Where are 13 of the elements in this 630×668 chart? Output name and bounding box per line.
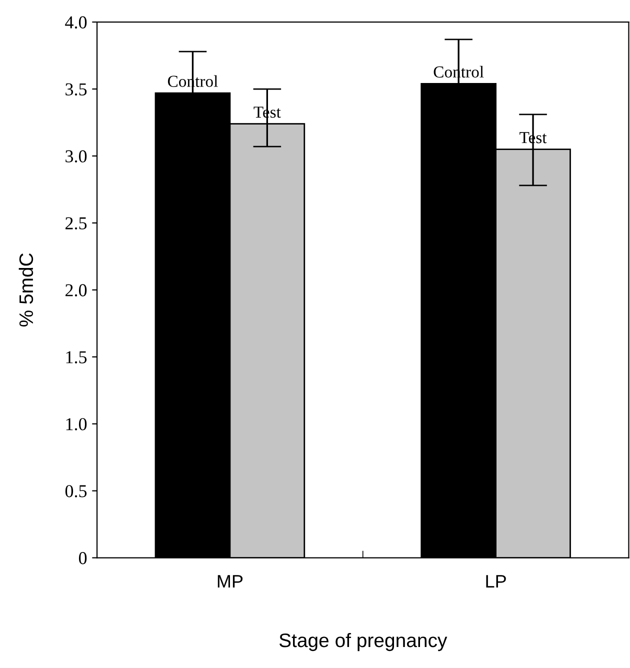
y-tick-label: 0 — [78, 552, 87, 564]
y-tick-label: 3.5 — [66, 83, 87, 96]
y-axis-title: % 5mdC — [18, 253, 34, 326]
y-tick-label: 1.0 — [66, 418, 87, 430]
y-tick-label: 1.5 — [66, 351, 87, 364]
y-tick-label: 0.5 — [65, 485, 87, 498]
x-tick-label: LP — [486, 575, 506, 588]
y-tick-label: 2.5 — [66, 217, 87, 230]
y-tick-label: 2.0 — [66, 284, 87, 296]
x-tick-label: MP — [218, 575, 243, 588]
x-axis-title: Stage of pregnancy — [279, 632, 448, 652]
y-tick-label: 4.0 — [65, 16, 87, 29]
y-tick-label: 3.0 — [66, 150, 87, 162]
